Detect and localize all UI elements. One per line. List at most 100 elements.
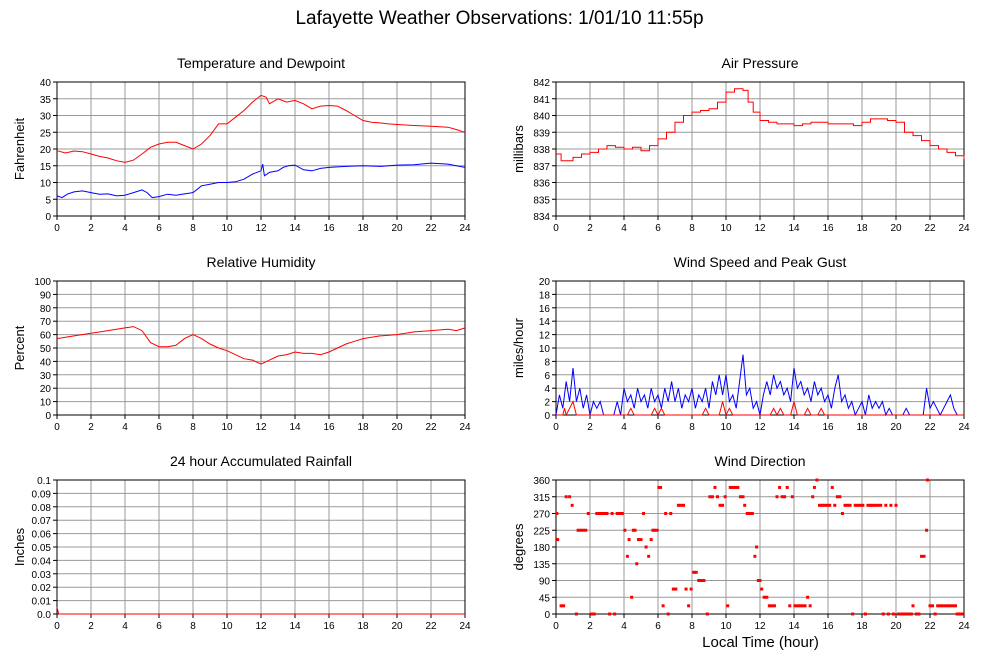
x-tick-label: 6 <box>156 621 162 632</box>
data-point <box>574 612 578 616</box>
data-point <box>689 587 693 591</box>
data-point <box>830 485 834 489</box>
data-point <box>876 503 880 507</box>
data-point <box>823 503 827 507</box>
series-line-1 <box>56 607 465 615</box>
data-point <box>736 485 740 489</box>
data-point <box>738 495 742 499</box>
data-point <box>951 604 955 608</box>
data-point <box>871 503 875 507</box>
y-tick-label: 70 <box>40 317 52 328</box>
data-point <box>562 604 566 608</box>
x-tick-label: 22 <box>924 422 936 433</box>
y-tick-label: 40 <box>40 78 52 89</box>
data-point <box>755 545 759 549</box>
y-tick-label: 25 <box>40 128 52 139</box>
chart-title: Air Pressure <box>721 55 798 71</box>
plot-frame <box>56 81 466 217</box>
data-point <box>708 495 712 499</box>
data-point <box>590 612 594 616</box>
data-point <box>664 512 668 515</box>
x-tick-label: 24 <box>958 621 970 632</box>
data-point <box>702 579 706 582</box>
x-tick-label: 8 <box>190 621 196 632</box>
x-tick-label: 2 <box>587 223 593 234</box>
x-tick-label: 14 <box>788 422 800 433</box>
data-point <box>630 595 634 599</box>
y-tick-label: 0.09 <box>32 489 52 500</box>
y-tick-label: 8 <box>544 357 550 368</box>
data-point <box>767 604 771 608</box>
data-point <box>954 604 957 608</box>
plot-frame <box>555 479 965 615</box>
data-point <box>613 612 617 616</box>
y-axis-label: Inches <box>12 527 27 566</box>
data-point <box>780 495 784 499</box>
x-tick-label: 12 <box>754 422 766 433</box>
y-tick-label: 225 <box>533 526 550 537</box>
data-point <box>620 512 624 515</box>
x-tick-label: 24 <box>958 223 970 234</box>
y-tick-label: 0.07 <box>32 516 52 527</box>
data-point <box>909 612 913 616</box>
x-tick-label: 0 <box>553 422 559 433</box>
plot-frame <box>56 280 466 416</box>
y-tick-label: 839 <box>533 128 550 139</box>
data-point <box>705 612 709 616</box>
y-tick-label: 20 <box>539 277 551 288</box>
data-point <box>835 495 839 499</box>
x-tick-label: 0 <box>54 223 60 234</box>
data-point <box>653 528 657 532</box>
series-line-1 <box>56 326 466 365</box>
data-point <box>899 612 903 616</box>
data-point <box>682 503 685 507</box>
x-tick-label: 18 <box>856 621 868 632</box>
data-point <box>803 604 807 608</box>
data-point <box>576 528 580 532</box>
y-axis-label: Percent <box>12 325 27 370</box>
data-point <box>881 612 885 616</box>
data-point <box>595 512 599 515</box>
data-point <box>726 604 730 608</box>
data-point <box>843 503 847 507</box>
data-point <box>762 595 766 599</box>
x-tick-label: 20 <box>890 621 902 632</box>
data-point <box>801 604 804 608</box>
data-point <box>655 528 659 532</box>
x-tick-label: 20 <box>391 621 403 632</box>
x-tick-label: 22 <box>425 621 437 632</box>
data-point <box>931 604 935 608</box>
x-tick-label: 6 <box>156 422 162 433</box>
y-tick-label: 14 <box>539 317 551 328</box>
data-point <box>610 512 614 515</box>
y-tick-label: 50 <box>40 344 52 355</box>
data-point <box>922 554 926 558</box>
data-point <box>889 503 893 507</box>
x-tick-label: 4 <box>122 422 128 433</box>
x-tick-label: 24 <box>459 422 471 433</box>
y-tick-label: 837 <box>533 162 550 173</box>
y-tick-label: 80 <box>40 304 52 315</box>
data-point <box>765 595 769 599</box>
data-point <box>723 495 727 499</box>
x-tick-label: 2 <box>587 621 593 632</box>
data-point <box>608 612 612 616</box>
x-tick-label: 0 <box>54 621 60 632</box>
x-tick-label: 16 <box>323 223 335 234</box>
data-point <box>669 512 673 515</box>
data-point <box>618 512 622 515</box>
x-tick-label: 22 <box>425 422 437 433</box>
data-point <box>808 604 812 608</box>
y-tick-label: 842 <box>533 78 550 89</box>
y-tick-label: 0.06 <box>32 530 52 541</box>
x-tick-label: 10 <box>221 621 233 632</box>
data-point <box>697 579 701 582</box>
y-tick-label: 10 <box>539 344 551 355</box>
x-tick-label: 4 <box>621 223 627 234</box>
chart-title: Relative Humidity <box>207 254 316 270</box>
y-tick-label: 135 <box>533 560 550 571</box>
y-tick-label: 0 <box>45 212 51 223</box>
x-tick-label: 20 <box>391 223 403 234</box>
y-tick-label: 270 <box>533 510 550 521</box>
